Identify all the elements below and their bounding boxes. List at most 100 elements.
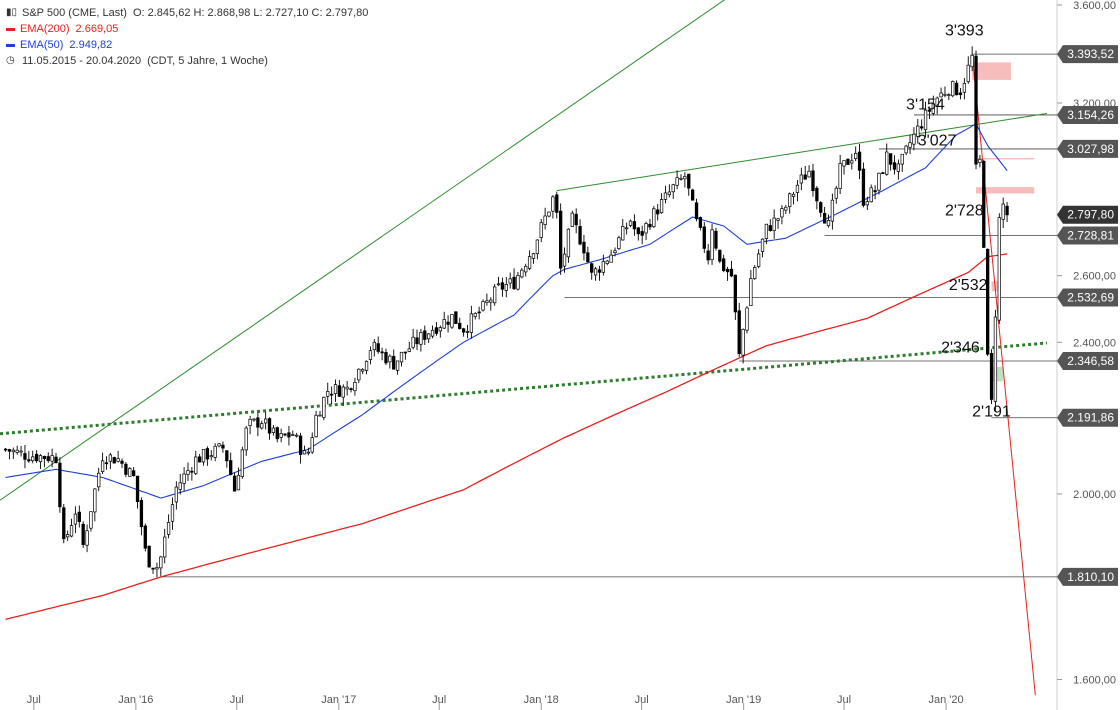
candle-body bbox=[322, 396, 326, 418]
candle-body bbox=[275, 427, 279, 440]
candle-body bbox=[3, 448, 8, 451]
candle-body bbox=[974, 55, 978, 165]
legend-range-row: ◷ 11.05.2015 - 20.04.2020 (CDT, 5 Jahre,… bbox=[6, 53, 368, 69]
candle-body bbox=[989, 353, 994, 400]
candle-body bbox=[543, 215, 547, 225]
candle-body bbox=[854, 152, 858, 160]
y-tick-label: 2.000,00 bbox=[1073, 489, 1116, 501]
candle-body bbox=[310, 437, 314, 453]
ema50-series bbox=[5, 123, 1008, 499]
level-tag-bg bbox=[1057, 288, 1118, 307]
candle-body bbox=[508, 278, 512, 284]
candle-body bbox=[986, 248, 990, 355]
candle-body bbox=[31, 456, 35, 462]
legend-ema50-row[interactable]: EMA(50) 2.949,82 bbox=[6, 37, 368, 53]
candle-body bbox=[764, 223, 769, 239]
candle-body bbox=[213, 445, 217, 458]
candle-body bbox=[27, 459, 31, 462]
candle-body bbox=[345, 386, 349, 390]
candle-body bbox=[469, 313, 474, 333]
candle-body bbox=[524, 265, 528, 273]
candle-body bbox=[904, 145, 908, 154]
candle-body bbox=[842, 160, 846, 167]
candle-body bbox=[104, 462, 109, 465]
candle-body bbox=[434, 327, 439, 334]
x-tick-label: Jan '18 bbox=[524, 694, 559, 706]
candle-body bbox=[601, 261, 606, 273]
candle-body bbox=[609, 254, 613, 263]
candle-body bbox=[916, 125, 920, 137]
candlestick-icon: ▮▯ bbox=[6, 7, 18, 18]
candle-body bbox=[857, 151, 862, 171]
candle-body bbox=[143, 525, 147, 549]
candle-body bbox=[353, 382, 357, 392]
candle-body bbox=[50, 455, 54, 462]
candle-body bbox=[493, 286, 497, 304]
candle-body bbox=[388, 355, 392, 363]
candle-body bbox=[260, 423, 264, 429]
candle-body bbox=[931, 103, 935, 114]
candle-body bbox=[570, 212, 574, 227]
candle-body bbox=[927, 109, 932, 112]
price-zone bbox=[976, 158, 1035, 160]
candle-body bbox=[951, 81, 955, 97]
candle-body bbox=[11, 449, 15, 453]
candle-body bbox=[900, 153, 904, 165]
candle-body bbox=[516, 275, 520, 290]
candle-body bbox=[803, 174, 807, 180]
price-annotation: 2'346 bbox=[941, 340, 980, 357]
candle-body bbox=[1005, 205, 1009, 216]
candle-body bbox=[912, 133, 916, 145]
candle-body bbox=[745, 307, 749, 331]
candle-body bbox=[954, 82, 959, 96]
candle-body bbox=[675, 177, 679, 186]
legend-ema200-row[interactable]: EMA(200) 2.669,05 bbox=[6, 21, 368, 37]
candle-body bbox=[834, 187, 838, 199]
candle-body bbox=[830, 199, 835, 222]
candle-body bbox=[687, 173, 691, 189]
candle-body bbox=[201, 448, 206, 463]
candle-body bbox=[166, 522, 171, 535]
candle-body bbox=[935, 97, 939, 107]
level-tag: 3.393,52 bbox=[1057, 45, 1118, 64]
candle-body bbox=[221, 444, 225, 449]
candle-body bbox=[326, 391, 330, 397]
level-tag-label: 2.797,80 bbox=[1067, 208, 1114, 222]
candle-body bbox=[361, 369, 365, 372]
candle-body bbox=[66, 534, 70, 538]
candle-body bbox=[652, 208, 656, 227]
candle-body bbox=[283, 433, 287, 436]
candle-body bbox=[877, 172, 881, 191]
price-annotation: 3'027 bbox=[918, 133, 957, 150]
candle-body bbox=[892, 162, 897, 170]
candle-body bbox=[593, 268, 598, 276]
candle-body bbox=[923, 109, 928, 131]
candle-body bbox=[427, 333, 431, 340]
ema50-swatch bbox=[6, 43, 15, 47]
candle-body bbox=[865, 201, 869, 206]
clock-icon: ◷ bbox=[6, 55, 15, 66]
candle-body bbox=[780, 208, 784, 218]
level-tag: 3.027,98 bbox=[1057, 139, 1118, 158]
candle-body bbox=[93, 488, 97, 513]
candle-body bbox=[811, 170, 815, 192]
candle-body bbox=[663, 192, 668, 200]
candle-body bbox=[419, 332, 423, 345]
candle-body bbox=[888, 153, 893, 165]
level-tag-label: 1.810,10 bbox=[1067, 570, 1114, 584]
candle-body bbox=[749, 278, 753, 307]
candle-body bbox=[512, 276, 516, 290]
x-tick-label: Jan '20 bbox=[929, 694, 964, 706]
candle-body bbox=[947, 94, 951, 96]
candle-body bbox=[461, 328, 466, 333]
candle-body bbox=[77, 511, 81, 523]
candle-body bbox=[287, 432, 291, 438]
candle-body bbox=[131, 470, 136, 476]
candle-body bbox=[718, 249, 722, 262]
candle-body bbox=[384, 352, 388, 364]
candle-body bbox=[504, 284, 508, 291]
candle-body bbox=[306, 451, 310, 454]
candle-body bbox=[632, 221, 637, 230]
candle-body bbox=[19, 450, 23, 453]
